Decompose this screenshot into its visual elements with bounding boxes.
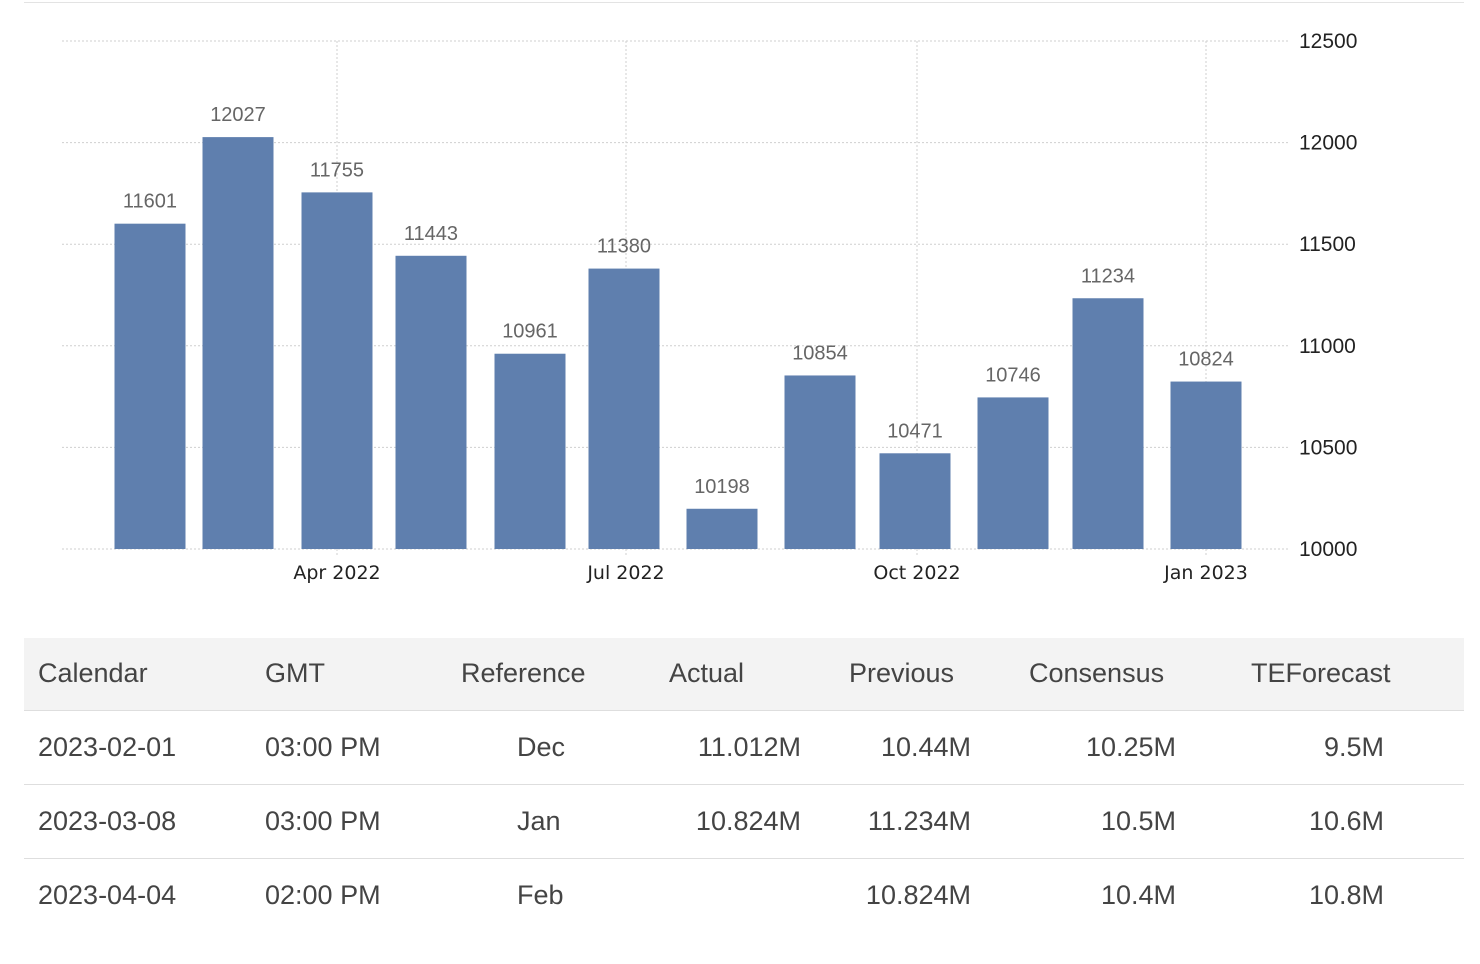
header-calendar: Calendar	[24, 638, 265, 711]
bar-value-label: 11601	[123, 191, 177, 213]
bar	[686, 508, 758, 549]
cell-calendar: 2023-04-04	[38, 879, 177, 910]
table-row: 2023-03-08 03:00 PM Jan 10.824M 11.234M …	[24, 784, 1464, 859]
cell-actual	[669, 858, 849, 932]
x-axis-ticks: Apr 2022 Jul 2022 Oct 2022 Jan 2023	[293, 562, 1247, 584]
bar-value-label: 10824	[1178, 349, 1234, 371]
cell-consensus: 10.25M	[1029, 710, 1251, 785]
cell-previous: 11.234M	[849, 784, 1029, 859]
cell-consensus: 10.5M	[1029, 784, 1251, 859]
bar-value-label: 10961	[502, 321, 558, 343]
y-tick-label: 11500	[1299, 233, 1356, 256]
bar	[977, 397, 1049, 549]
y-tick-label: 12000	[1299, 132, 1357, 155]
bars	[114, 137, 1242, 550]
header-consensus: Consensus	[1029, 638, 1251, 711]
cell-gmt: 03:00 PM	[265, 784, 461, 859]
table-row: 2023-04-04 02:00 PM Feb 10.824M 10.4M 10…	[24, 858, 1464, 932]
cell-reference: Feb	[517, 879, 564, 910]
header-gmt: GMT	[265, 638, 461, 711]
table-header-row: Calendar GMT Reference Actual Previous C…	[24, 638, 1464, 711]
y-tick-label: 12500	[1299, 30, 1357, 53]
bar-value-label: 11755	[310, 159, 364, 181]
x-tick-label: Apr 2022	[293, 562, 380, 584]
cell-teforecast: 10.6M	[1251, 784, 1464, 859]
cell-actual: 10.824M	[669, 784, 849, 859]
bar-value-labels: 11601 12027 11755 11443 10961 11380 10198 10854…	[123, 104, 1234, 498]
cell-teforecast: 10.8M	[1308, 879, 1384, 910]
bar	[1072, 298, 1144, 549]
bar-chart: 11601 12027 11755 11443 10961 11380 10198 10854…	[62, 30, 1357, 584]
header-actual: Actual	[669, 638, 849, 711]
bar	[879, 453, 951, 549]
cell-reference: Dec	[461, 710, 669, 785]
calendar-table: Calendar GMT Reference Actual Previous C…	[24, 638, 1464, 932]
bar-value-label: 11380	[597, 236, 651, 258]
bar	[202, 137, 274, 550]
bar-value-label: 11443	[404, 223, 458, 245]
header-previous: Previous	[849, 638, 1029, 711]
y-axis-ticks: 10000 10500 11000 11500 12000 12500	[1299, 30, 1357, 561]
cell-gmt: 02:00 PM	[265, 879, 381, 910]
x-tick-label: Oct 2022	[873, 562, 960, 584]
bar-value-label: 10198	[694, 476, 750, 498]
x-tick-label: Jan 2023	[1163, 562, 1248, 584]
header-reference: Reference	[461, 638, 669, 711]
bar-value-label: 10471	[887, 420, 943, 442]
header-teforecast: TEForecast	[1251, 638, 1464, 711]
cell-calendar: 2023-02-01	[24, 710, 265, 785]
table-row: 2023-02-01 03:00 PM Dec 11.012M 10.44M 1…	[24, 710, 1464, 785]
x-tick-label: Jul 2022	[586, 562, 664, 584]
cell-calendar: 2023-03-08	[24, 784, 265, 859]
y-tick-label: 11000	[1299, 335, 1356, 358]
bar	[114, 223, 186, 549]
cell-teforecast: 9.5M	[1251, 710, 1464, 785]
bar-value-label: 12027	[210, 104, 266, 126]
bar-value-label: 10854	[792, 342, 848, 364]
bar	[784, 375, 856, 549]
y-tick-label: 10500	[1299, 436, 1357, 459]
bar	[301, 192, 373, 549]
cell-reference: Jan	[461, 784, 669, 859]
bar	[1170, 381, 1242, 549]
y-tick-label: 10000	[1299, 538, 1357, 561]
bar	[395, 255, 467, 549]
bar-value-label: 11234	[1081, 265, 1135, 287]
cell-gmt: 03:00 PM	[265, 710, 461, 785]
cell-previous: 10.824M	[865, 879, 971, 910]
bar	[494, 353, 566, 549]
bar-value-label: 10746	[985, 364, 1041, 386]
bar	[588, 268, 660, 549]
cell-actual: 11.012M	[669, 710, 849, 785]
top-divider	[24, 2, 1464, 3]
cell-previous: 10.44M	[849, 710, 1029, 785]
cell-consensus: 10.4M	[1100, 879, 1176, 910]
